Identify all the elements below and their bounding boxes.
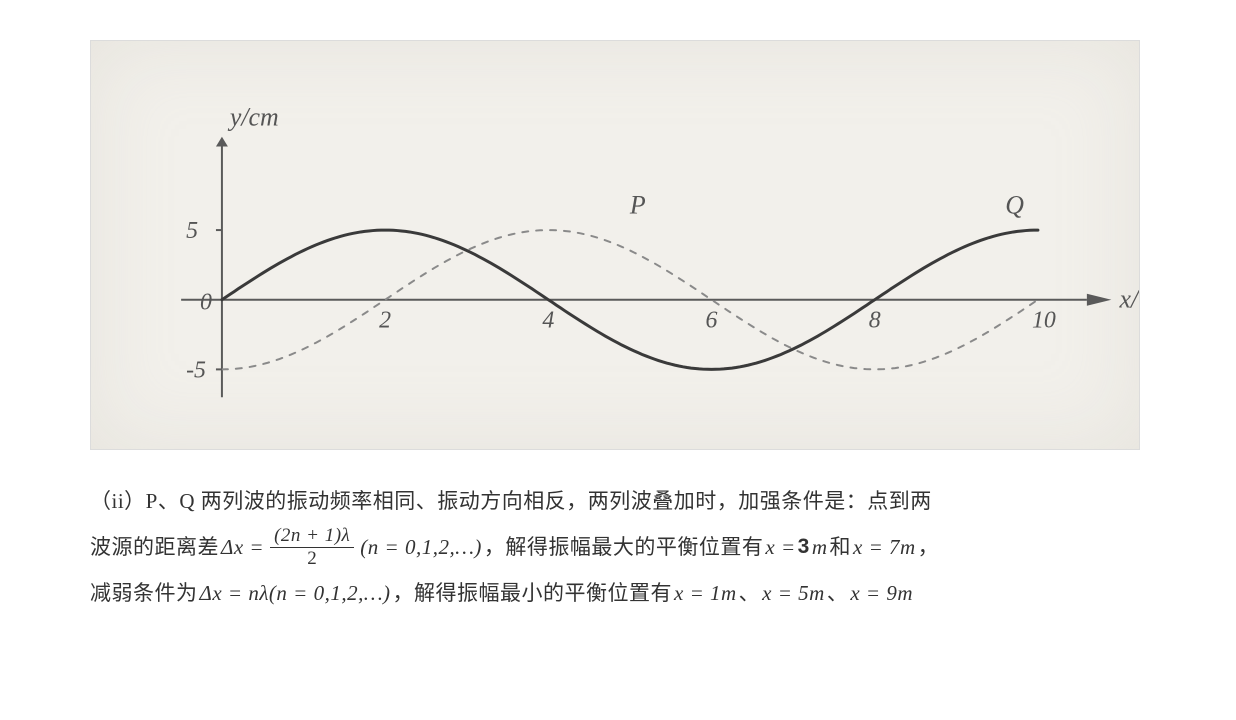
strong-x2: x = 7m (851, 524, 918, 570)
svg-text:8: 8 (869, 308, 881, 334)
line-1: （ii） P、Q 两列波的振动频率相同、振动方向相反，两列波叠加时，加强条件是：… (90, 478, 1146, 524)
svg-text:4: 4 (542, 308, 554, 334)
comma-3: ， (393, 570, 415, 616)
frac-num: (2n + 1)λ (270, 526, 354, 548)
strong-x1-var: x = (763, 524, 797, 570)
fraction: (2n + 1)λ 2 (270, 526, 354, 569)
weak-cond: Δx = nλ(n = 0,1,2,…) (198, 570, 393, 616)
n-range: (n = 0,1,2,…) (358, 524, 484, 570)
svg-text:10: 10 (1032, 308, 1056, 334)
svg-text:P: P (629, 190, 646, 219)
weak-x1: x = 1m (672, 570, 739, 616)
svg-text:0: 0 (200, 290, 212, 316)
graph-svg: y/cm x/m 0 5 -5 2 4 6 8 10 P Q (91, 41, 1139, 449)
weak-x2: x = 5m (760, 570, 827, 616)
intro-b-pre: 波源的距离差 (90, 524, 219, 570)
sep-1: 、 (739, 570, 761, 616)
svg-text:5: 5 (186, 218, 198, 244)
svg-text:2: 2 (379, 308, 391, 334)
strong-x1-unit: m (810, 524, 830, 570)
comma-2: ， (918, 524, 940, 570)
and-word: 和 (830, 524, 852, 570)
weak-result-pre: 解得振幅最小的平衡位置有 (414, 570, 672, 616)
weak-cond-pre: 减弱条件为 (90, 570, 198, 616)
svg-text:6: 6 (706, 308, 718, 334)
weak-x3: x = 9m (848, 570, 915, 616)
wave-graph: y/cm x/m 0 5 -5 2 4 6 8 10 P Q (90, 40, 1140, 450)
strong-result-pre: 解得振幅最大的平衡位置有 (505, 524, 763, 570)
svg-text:x/m: x/m (1119, 285, 1139, 314)
frac-den: 2 (303, 548, 321, 569)
comma-1: ， (484, 524, 506, 570)
part-ii-prefix: （ii） (90, 478, 146, 524)
svg-text:-5: -5 (186, 357, 206, 383)
delta-x-eq: Δx = (219, 524, 266, 570)
line-2: 波源的距离差 Δx = (2n + 1)λ 2 (n = 0,1,2,…) ， … (90, 524, 1146, 570)
strong-x1-val: 3 (798, 524, 810, 570)
explanation-text: （ii） P、Q 两列波的振动频率相同、振动方向相反，两列波叠加时，加强条件是：… (90, 478, 1146, 617)
intro-a: P、Q 两列波的振动频率相同、振动方向相反，两列波叠加时，加强条件是：点到两 (146, 478, 932, 524)
sep-2: 、 (827, 570, 849, 616)
svg-text:y/cm: y/cm (227, 103, 279, 132)
line-3: 减弱条件为 Δx = nλ(n = 0,1,2,…) ， 解得振幅最小的平衡位置… (90, 570, 1146, 616)
svg-text:Q: Q (1005, 190, 1024, 219)
